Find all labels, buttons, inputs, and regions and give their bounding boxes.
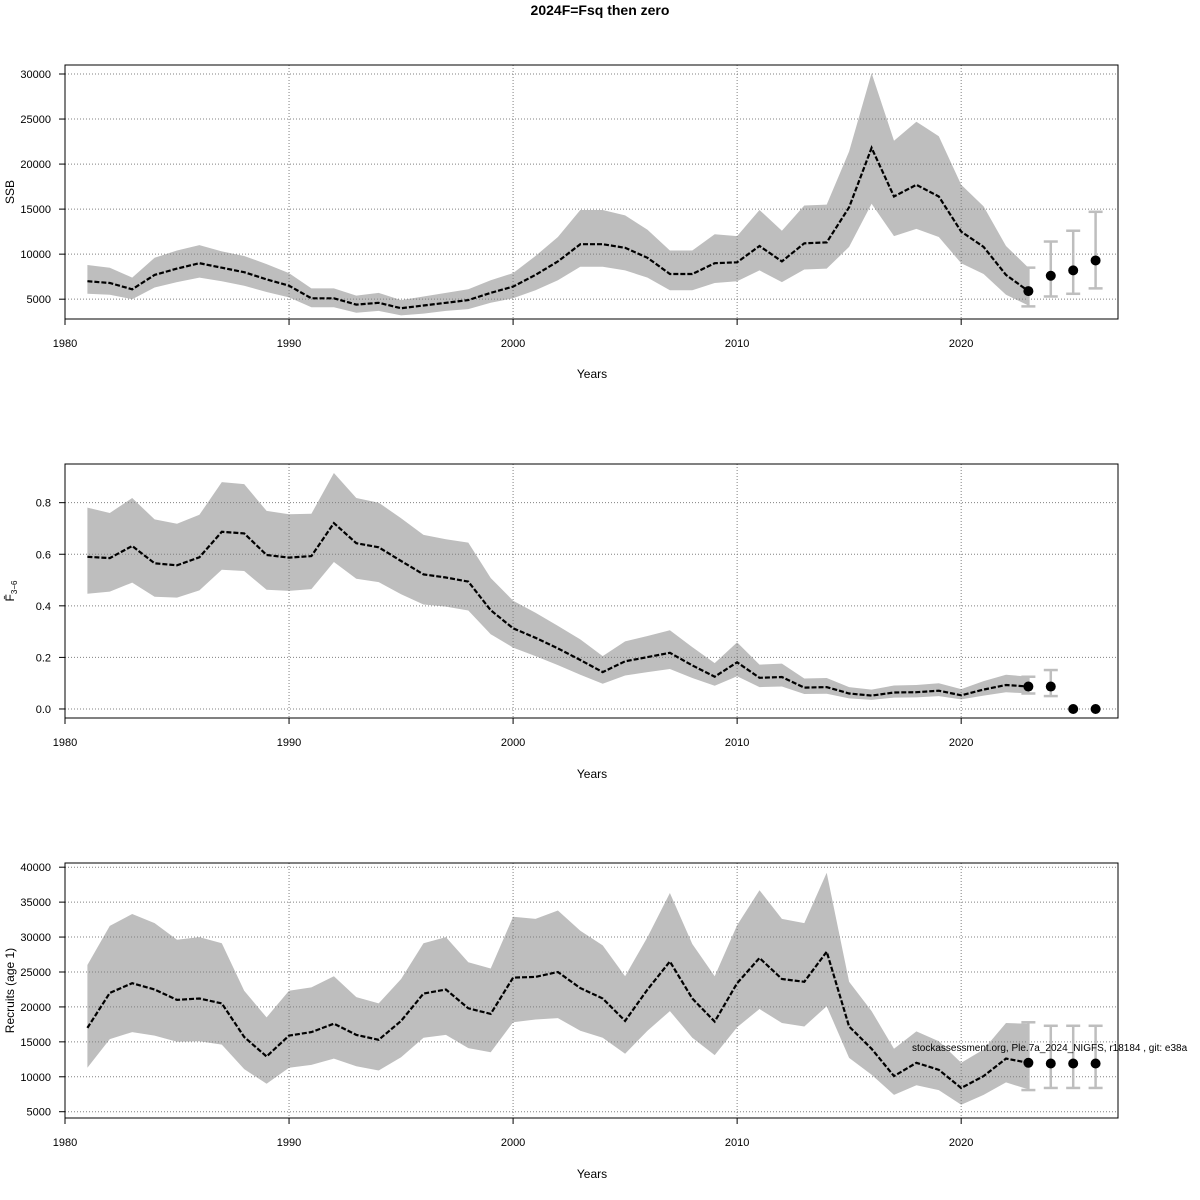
x-tick-label: 2010 [725,737,749,749]
projection-point [1023,286,1034,297]
x-tick-label: 1990 [277,338,301,350]
estimate-line [87,145,1030,310]
projection-point [1068,1058,1079,1069]
x-tick-label: 1990 [277,737,301,749]
y-axis-label: SSB [3,180,17,204]
x-tick-label: 2010 [725,338,749,350]
y-tick-label: 20000 [20,159,51,171]
x-tick-label: 1980 [53,338,77,350]
y-tick-label: 0.8 [36,498,51,510]
x-tick-label: 2020 [949,338,973,350]
y-tick-label: 30000 [20,69,51,81]
x-tick-label: 1990 [277,1137,301,1149]
x-tick-label: 2000 [501,1137,525,1149]
confidence-band [87,473,1029,700]
estimate-line [87,521,1029,697]
ssb-panel: 1980 1990 2000 2010 2020 5000 10000 15000 20000 2… [3,64,1119,381]
x-axis-label: Years [577,1167,607,1181]
x-axis-label: Years [577,767,607,781]
projection-point [1045,681,1056,692]
fbar-panel: 1980 1990 2000 2010 2020 0.0 0.2 0.4 0.6 0.8 Years… [3,463,1119,781]
y-tick-label: 5000 [27,1107,51,1119]
y-tick-label: 10000 [20,1072,51,1084]
projection-point [1045,1058,1056,1069]
y-tick-label: 0.2 [36,652,51,664]
footer-note: stockassessment.org, Ple.7a_2024_NIGFS, … [912,1043,1188,1054]
recruits-panel: 1980 1990 2000 2010 2020 5000 10000 15000 20000 2… [3,862,1119,1181]
projection-point [1023,1057,1034,1068]
projection-point [1045,270,1056,281]
projection-point [1023,681,1034,692]
page-title: 2024F=Fsq then zero [530,2,670,18]
x-axis-label: Years [577,367,607,381]
y-tick-label: 40000 [20,862,51,874]
x-tick-label: 2010 [725,1137,749,1149]
x-tick-label: 2000 [501,338,525,350]
plot-frame [64,64,1119,320]
y-tick-label: 20000 [20,1002,51,1014]
projection-point [1068,703,1079,714]
y-axis-label-subscript: 3−6 [10,580,19,594]
y-tick-label: 15000 [20,204,51,216]
projection-point [1090,255,1101,266]
x-tick-label: 2000 [501,737,525,749]
y-tick-label: 25000 [20,967,51,979]
y-tick-label: 15000 [20,1037,51,1049]
confidence-band [87,872,1029,1105]
projection-point [1090,703,1101,714]
y-tick-label: 35000 [20,897,51,909]
y-tick-label: 30000 [20,932,51,944]
x-tick-label: 2020 [949,737,973,749]
projection-point [1090,1058,1101,1069]
y-tick-label: 25000 [20,114,51,126]
y-axis-label: F̄3−6 [3,580,19,601]
estimate-line [86,949,1029,1090]
y-tick-label: 0.0 [36,704,51,716]
plot-frame [64,862,1119,1119]
x-tick-label: 1980 [53,737,77,749]
y-tick-label: 10000 [20,249,51,261]
y-axis-label: Recruits (age 1) [3,948,17,1033]
y-tick-label: 0.4 [36,601,51,613]
projection-point [1068,265,1079,276]
x-tick-label: 2020 [949,1137,973,1149]
confidence-band [87,73,1029,316]
y-tick-label: 0.6 [36,549,51,561]
y-tick-label: 5000 [27,294,51,306]
plot-frame [64,463,1119,719]
x-tick-label: 1980 [53,1137,77,1149]
